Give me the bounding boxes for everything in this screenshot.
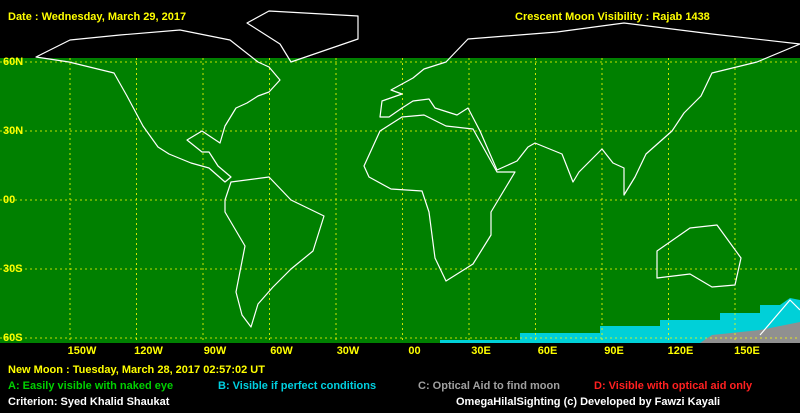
lon-label: 90W [204,345,227,357]
lat-label: 60S [3,332,23,344]
lon-label: 150W [68,345,97,357]
title: Crescent Moon Visibility : Rajab 1438 [515,11,710,23]
australia [656,224,742,288]
longitude-labels: 150W 120W 90W 60W 30W 00 30E 60E 90E 120E 150E [68,345,760,357]
lon-label: 120W [134,345,163,357]
africa [363,114,516,282]
eurasia [379,22,800,196]
date: Date : Wednesday, March 29, 2017 [8,11,186,23]
legend-c: C: Optical Aid to find moon [418,380,560,392]
antarctic-peninsula [759,299,800,336]
greenland [246,10,359,63]
latitude-labels: 60N 30N 00 30S 60S [3,56,23,344]
lat-label: 00 [3,194,15,206]
lon-label: 30W [337,345,360,357]
criterion: Criterion: Syed Khalid Shaukat [8,396,170,408]
credit: OmegaHilalSighting (c) Developed by Fawz… [456,396,720,408]
north-america [35,29,281,183]
lat-label: 30S [3,263,23,275]
lon-label: 90E [604,345,624,357]
new-moon: New Moon : Tuesday, March 28, 2017 02:57… [8,364,265,376]
lon-label: 00 [408,345,420,357]
lat-label: 30N [3,125,23,137]
zone-b [440,298,800,343]
lat-label: 60N [3,56,23,68]
graticule [0,58,800,343]
lon-label: 60W [270,345,293,357]
visible-zone [0,58,800,343]
south-america [224,176,325,328]
lon-label: 150E [734,345,760,357]
lon-label: 60E [538,345,558,357]
lon-label: 120E [668,345,694,357]
coastlines [35,10,800,336]
legend-a: A: Easily visible with naked eye [8,380,173,392]
legend-d: D: Visible with optical aid only [594,380,753,392]
lon-label: 30E [471,345,491,357]
legend-b: B: Visible if perfect conditions [218,380,376,392]
